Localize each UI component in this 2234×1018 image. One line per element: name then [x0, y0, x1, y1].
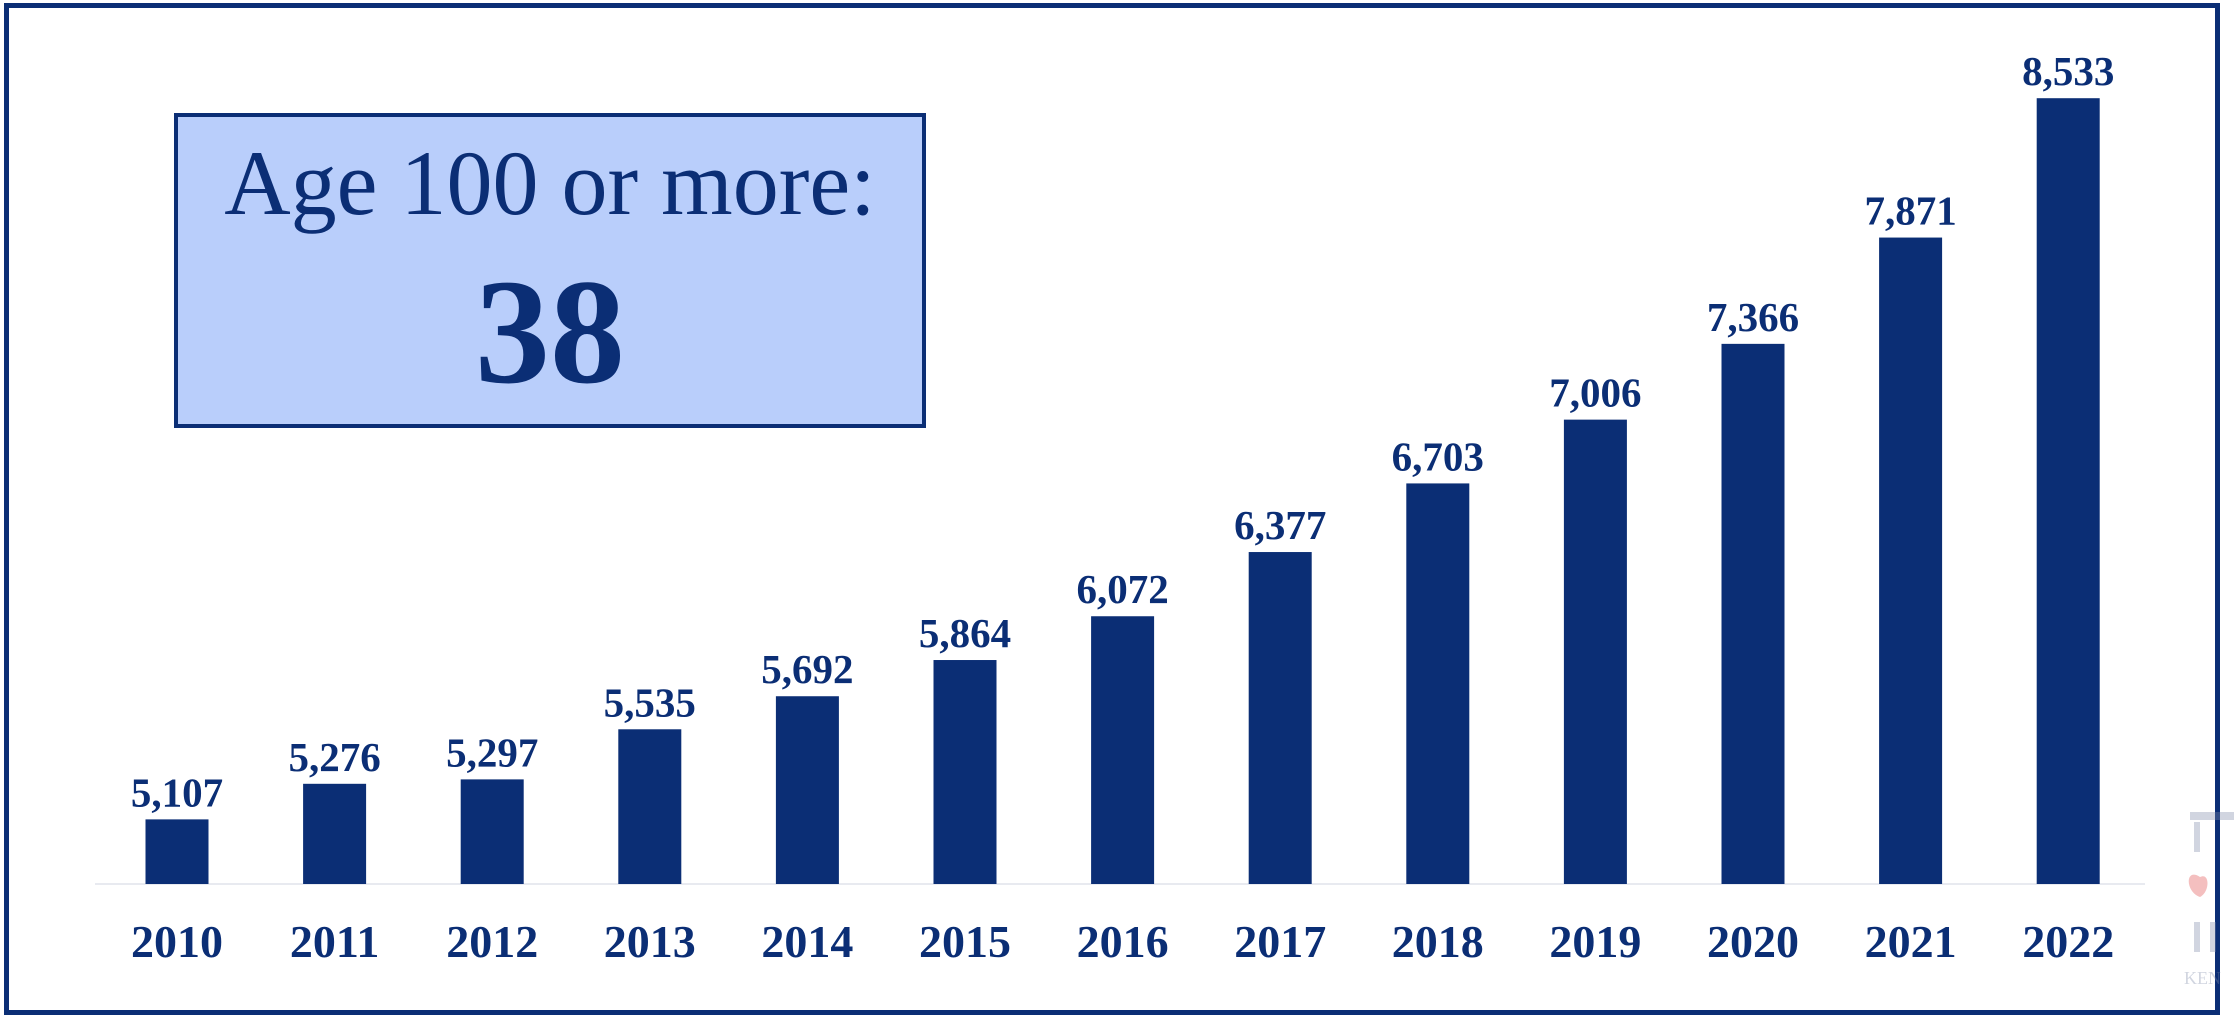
x-tick-label-2013: 2013 — [604, 916, 696, 967]
value-label-2015: 5,864 — [919, 610, 1011, 656]
bar-2017 — [1248, 552, 1312, 884]
bar-2018 — [1406, 483, 1470, 884]
x-tick-label-2019: 2019 — [1549, 916, 1641, 967]
bar-2010 — [145, 819, 209, 884]
callout-label: Age 100 or more: — [224, 132, 876, 234]
value-label-2021: 7,871 — [1864, 188, 1956, 234]
value-labels-group: 5,107 5,276 5,297 5,535 5,692 5,864 6,072 6,377… — [131, 48, 2114, 815]
callout-box: Age 100 or more: 38 — [174, 113, 926, 428]
bars-group — [145, 98, 2100, 885]
x-tick-label-2011: 2011 — [290, 916, 379, 967]
x-tick-label-2016: 2016 — [1077, 916, 1169, 967]
watermark-text: KEN — [2184, 968, 2221, 988]
value-label-2016: 6,072 — [1076, 566, 1168, 612]
x-tick-labels-group: 2010 2011 2012 2013 2014 2015 2016 2017 2018 2019… — [131, 916, 2114, 967]
x-tick-label-2014: 2014 — [761, 916, 853, 967]
watermark-logo: KEN — [2180, 812, 2234, 992]
x-tick-label-2021: 2021 — [1865, 916, 1957, 967]
value-label-2014: 5,692 — [761, 646, 853, 692]
value-label-2019: 7,006 — [1549, 370, 1641, 416]
x-tick-label-2017: 2017 — [1234, 916, 1326, 967]
x-tick-label-2012: 2012 — [446, 916, 538, 967]
bar-2011 — [303, 783, 367, 884]
value-label-2017: 6,377 — [1234, 502, 1326, 548]
callout-value: 38 — [475, 249, 625, 415]
bar-2016 — [1091, 616, 1155, 884]
pillar-logo-icon: KEN — [2184, 812, 2234, 988]
value-label-2010: 5,107 — [131, 769, 223, 815]
value-label-2018: 6,703 — [1392, 433, 1484, 479]
bar-2013 — [618, 729, 682, 884]
bar-2019 — [1563, 419, 1627, 884]
x-tick-label-2022: 2022 — [2022, 916, 2114, 967]
x-tick-label-2018: 2018 — [1392, 916, 1484, 967]
value-label-2013: 5,535 — [604, 679, 696, 725]
value-label-2012: 5,297 — [446, 729, 538, 775]
bar-2020 — [1721, 343, 1785, 884]
bar-2012 — [460, 779, 524, 884]
x-tick-label-2015: 2015 — [919, 916, 1011, 967]
bar-2015 — [933, 660, 997, 884]
bar-2021 — [1879, 237, 1943, 884]
value-label-2022: 8,533 — [2022, 48, 2114, 94]
x-tick-label-2010: 2010 — [131, 916, 223, 967]
value-label-2011: 5,276 — [288, 734, 380, 780]
bar-2022 — [2036, 98, 2100, 885]
x-tick-label-2020: 2020 — [1707, 916, 1799, 967]
value-label-2020: 7,366 — [1707, 294, 1799, 340]
bar-2014 — [775, 696, 839, 884]
